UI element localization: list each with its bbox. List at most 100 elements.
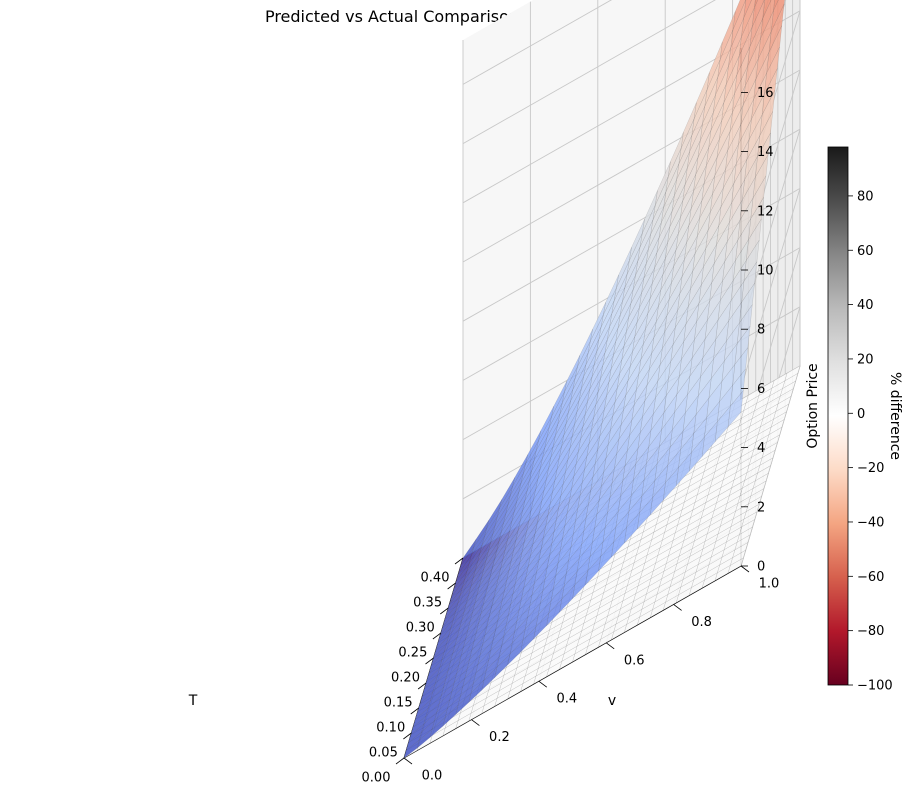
x-tick-mark — [395, 757, 405, 765]
price-surface-face — [475, 542, 491, 571]
price-surface-face — [495, 560, 512, 589]
price-surface-face — [429, 716, 446, 739]
price-surface-face — [492, 504, 509, 535]
x-tick-mark — [403, 732, 412, 740]
y-tick-mark — [538, 680, 548, 688]
y-tick-label: 0.8 — [691, 615, 712, 630]
x-tick-mark — [417, 682, 427, 690]
price-surface-face — [485, 568, 501, 597]
y-axis-line — [403, 565, 742, 759]
colorbar-tick-label: −20 — [857, 461, 884, 476]
price-surface-face — [471, 528, 487, 556]
y-axis-label: v — [608, 693, 616, 709]
x-tick-label: 0.15 — [384, 696, 413, 711]
difference-surface-face — [429, 727, 446, 744]
x-tick-label: 0.00 — [362, 771, 391, 786]
grid-line-z — [740, 365, 801, 567]
x-axis-label: T — [188, 693, 198, 709]
price-surface-face — [501, 620, 518, 647]
price-surface-face — [771, 0, 785, 32]
x-tick-mark — [447, 582, 456, 590]
price-surface-face — [454, 659, 470, 683]
price-surface-face — [511, 490, 528, 522]
price-surface-face — [462, 561, 478, 588]
difference-surface-face — [472, 689, 489, 706]
difference-surface-face — [533, 668, 550, 685]
z-tick-label: 4 — [757, 441, 765, 456]
price-surface-face — [468, 679, 485, 704]
price-surface-face — [498, 550, 514, 579]
price-surface-face — [464, 653, 481, 679]
x-tick-mark — [432, 632, 442, 640]
price-surface-face — [675, 208, 692, 251]
price-surface-face — [433, 635, 449, 659]
price-surface-face — [701, 244, 717, 286]
price-surface-face — [716, 202, 732, 245]
price-surface-face — [475, 649, 492, 675]
z-tick-label: 10 — [757, 264, 774, 279]
y-tick-mark — [403, 757, 413, 765]
price-surface-face — [435, 627, 452, 651]
z-tick-label: 8 — [757, 323, 765, 338]
price-surface-face — [403, 739, 420, 759]
x-tick-mark — [410, 707, 419, 715]
price-surface-face — [489, 549, 506, 578]
price-surface-face — [456, 555, 472, 582]
colorbar-tick-label: 60 — [857, 244, 874, 259]
price-surface-face — [550, 471, 566, 504]
price-surface-face — [485, 645, 502, 671]
price-surface-face — [457, 578, 474, 604]
price-surface-face — [434, 662, 451, 685]
z-tick-label: 2 — [757, 500, 765, 515]
price-surface — [403, 0, 785, 759]
price-surface-face — [662, 466, 679, 501]
chart-title: Predicted vs Actual Comparison — [265, 7, 519, 26]
price-surface-face — [473, 519, 490, 548]
price-surface-face — [449, 677, 466, 701]
grid-line-z — [740, 188, 801, 389]
price-surface-face — [449, 579, 465, 605]
price-surface-face — [491, 580, 507, 608]
x-tick-label: 0.30 — [406, 621, 435, 636]
price-surface-face — [710, 84, 727, 131]
z-axis-label: Option Price — [805, 363, 821, 448]
z-tick-label: 14 — [757, 145, 774, 160]
price-surface-face — [423, 703, 440, 725]
price-surface-face — [510, 577, 526, 605]
price-surface-face — [476, 568, 493, 596]
x-tick-label: 0.20 — [391, 671, 420, 686]
colorbar-tick-label: 20 — [857, 352, 874, 367]
price-surface-face — [773, 0, 779, 11]
price-surface-face — [460, 673, 476, 697]
price-surface-face — [507, 639, 524, 666]
colorbar-ticks: 80 60 40 20 0 −20 −40 −60 −80 −100 — [848, 189, 893, 694]
price-surface-face — [432, 670, 449, 693]
grid-line-z — [462, 0, 613, 85]
y-tick-mark — [471, 719, 480, 726]
price-surface-face — [419, 683, 436, 705]
y-tick-label: 0.4 — [556, 692, 577, 707]
price-surface-face — [754, 0, 759, 9]
colorbar-label: % difference — [887, 372, 903, 460]
price-surface-face — [458, 641, 475, 666]
price-surface-face — [469, 595, 486, 622]
y-tick-mark — [605, 642, 615, 650]
price-surface-face — [482, 620, 498, 646]
x-tick-mark — [454, 557, 464, 565]
price-surface-face — [414, 699, 431, 721]
colorbar-tick-label: −80 — [857, 624, 884, 639]
y-tick-mark — [673, 604, 682, 611]
y-tick-label: 0.0 — [422, 769, 443, 784]
price-surface-face — [463, 623, 479, 648]
price-surface-face — [600, 341, 616, 379]
z-tick-label: 16 — [757, 86, 774, 101]
z-tick-label: 0 — [757, 560, 765, 575]
y-tick-mark — [740, 565, 750, 573]
difference-surface-face — [743, 503, 760, 520]
price-surface-face — [416, 728, 433, 749]
price-surface-face — [444, 595, 461, 620]
price-surface-face — [753, 52, 770, 100]
x-tick-mark — [425, 657, 434, 665]
colorbar-tick-label: −40 — [857, 515, 884, 530]
z-tick-label: 6 — [757, 382, 765, 397]
